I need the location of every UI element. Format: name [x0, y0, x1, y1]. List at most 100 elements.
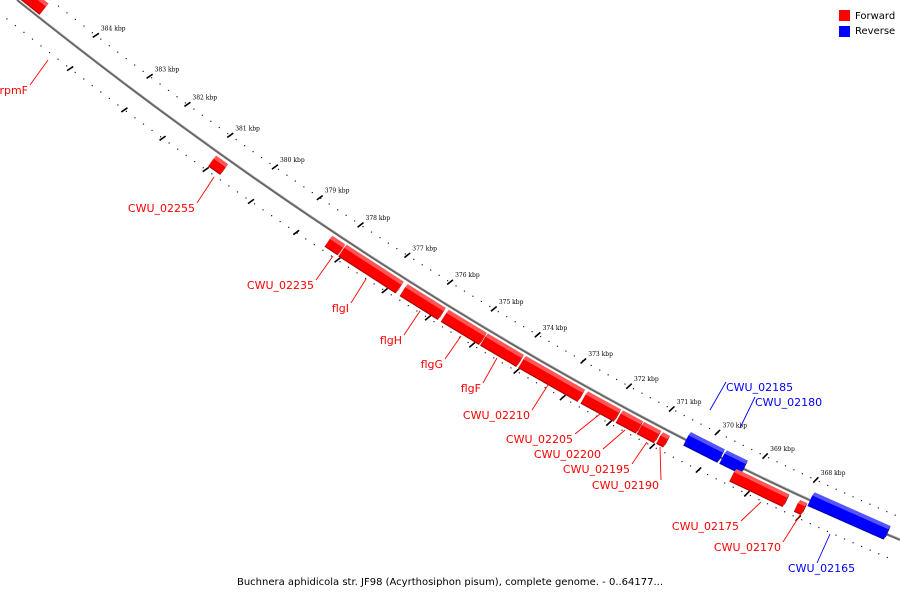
gene-leader-line: [350, 278, 367, 304]
ruler-tick-outer: [226, 132, 234, 139]
ruler-tick-outer: [534, 331, 541, 338]
gene-label: CWU_02255: [128, 202, 195, 215]
gene-block-side: [663, 435, 671, 447]
gene-block-face: [441, 312, 485, 345]
gene-block-side: [883, 526, 891, 540]
ruler-tick-outer: [580, 357, 587, 365]
ruler-tick-outer: [271, 164, 279, 170]
gene-block-edge: [440, 320, 480, 345]
legend-reverse-label: Reverse: [855, 26, 895, 37]
genome-backbone-highlight: [18, 0, 900, 539]
gene-block-cwu-02205: [580, 391, 622, 422]
gene-leader-line: [315, 255, 334, 281]
ruler-tick-outer: [812, 476, 819, 484]
gene-label: flgF: [461, 382, 481, 395]
gene-label: rpmF: [0, 84, 28, 97]
gene-block-face: [794, 503, 805, 515]
gene-block-face: [719, 453, 746, 474]
gene-block-top: [812, 492, 891, 530]
ruler-tick-outer: [625, 383, 633, 390]
gene-block-face: [208, 158, 226, 175]
ruler-label: 384 kbp: [101, 25, 126, 32]
legend: Forward Reverse: [839, 10, 895, 37]
legend-forward-label: Forward: [855, 11, 895, 22]
gene-leader-line: [740, 501, 762, 522]
gene-block-edge: [580, 402, 615, 422]
ruler-tick-inner: [695, 466, 702, 474]
gene-leader-line: [444, 335, 462, 360]
gene-block-face: [683, 435, 723, 463]
ruler-tick-inner: [605, 420, 613, 427]
gene-block-side: [577, 389, 586, 402]
gene-label: CWU_02210: [463, 409, 530, 422]
ruler-tick-inner: [513, 368, 520, 375]
ruler-label: 381 kbp: [235, 125, 260, 132]
gene-block-top: [620, 410, 644, 425]
gene-block-top: [688, 432, 725, 453]
ruler-label: 373 kbp: [588, 351, 613, 358]
gene-label: CWU_02200: [534, 448, 601, 461]
ruler-tick-inner: [334, 257, 341, 263]
gene-block-cwu-02190: [656, 432, 671, 448]
gene-block-edge: [807, 504, 885, 540]
gene-label: CWU_02170: [714, 541, 781, 554]
gene-block-top: [523, 355, 586, 393]
gene-block-flgg: [440, 309, 487, 345]
ruler-tick-outer: [761, 452, 769, 460]
gene-label: flgG: [421, 358, 443, 371]
gene-block-face: [807, 495, 889, 540]
gene-label: CWU_02205: [506, 433, 573, 446]
gene-block-edge: [208, 165, 221, 175]
gene-block-cwu-02200: [615, 410, 644, 434]
gene-block-face: [729, 471, 788, 507]
gene-block-side: [39, 3, 49, 15]
gene-block-rpmf: [20, 0, 49, 15]
ruler-tick-inner: [120, 107, 128, 113]
gene-leader-line: [816, 533, 831, 564]
gene-block-face: [656, 435, 668, 447]
ruler-label: 378 kbp: [366, 215, 391, 222]
gene-block-side: [438, 307, 446, 320]
gene-block-top: [585, 391, 622, 413]
ruler-label: 382 kbp: [192, 94, 217, 101]
ruler-tick-inner: [66, 65, 74, 72]
ruler-tick-outer: [668, 405, 675, 413]
gene-block-edge: [793, 510, 802, 516]
ruler-tick-inner: [247, 198, 255, 205]
gene-block-side: [782, 494, 790, 507]
ruler-label: 368 kbp: [821, 470, 846, 477]
ruler-tick-outer: [183, 101, 191, 108]
ruler-tick-inner: [381, 287, 389, 294]
gene-block-edge: [338, 255, 397, 294]
gene-block-cwu-02170: [793, 500, 808, 516]
gene-block-top: [446, 309, 487, 336]
gene-block-cwu-02185: [683, 432, 725, 463]
ruler-tick-outer: [316, 194, 324, 201]
gene-block-top: [641, 421, 662, 434]
gene-block-edge: [20, 0, 41, 15]
gene-label: CWU_02195: [563, 463, 630, 476]
ruler-tick-inner: [468, 341, 476, 348]
gene-label: flgI: [332, 302, 349, 315]
gene-label: flgH: [380, 334, 402, 347]
gene-block-cwu-02195: [636, 421, 662, 444]
gene-label: CWU_02165: [788, 562, 855, 575]
gene-block-edge: [729, 480, 784, 508]
gene-leader-line: [29, 59, 49, 86]
gene-block-top: [660, 432, 671, 439]
gene-block-top: [344, 244, 404, 285]
gene-block-edge: [479, 344, 517, 367]
gene-block-edge: [683, 444, 718, 463]
gene-label: CWU_02180: [755, 396, 822, 409]
gene-leader-line: [574, 413, 601, 435]
gene-block-side: [717, 449, 725, 463]
gene-block-face: [480, 336, 522, 367]
ruler-label: 374 kbp: [543, 325, 568, 332]
gene-block-flgh: [399, 284, 446, 320]
gene-label: CWU_02235: [247, 279, 314, 292]
gene-block-cwu-02180: [719, 450, 748, 475]
gene-block-top: [37, 0, 49, 7]
gene-block-side: [801, 503, 808, 515]
gene-block-side: [516, 354, 524, 367]
